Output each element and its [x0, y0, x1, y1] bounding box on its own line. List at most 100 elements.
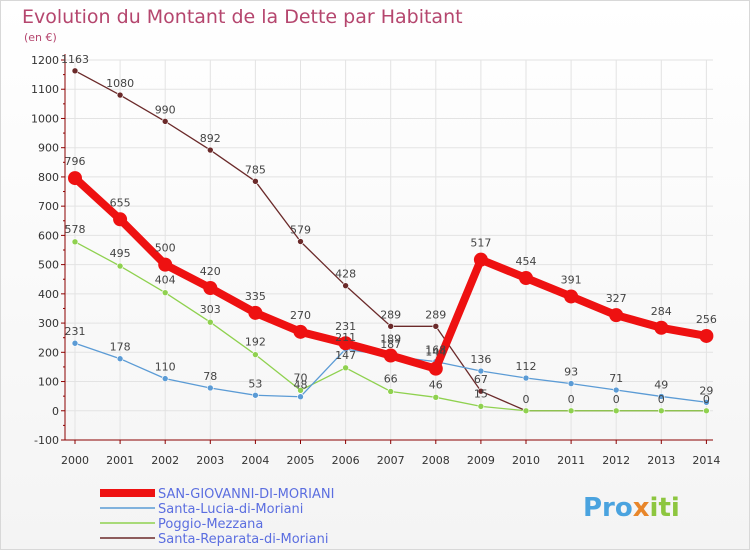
series-point-1: [522, 374, 530, 382]
data-label: 46: [429, 378, 443, 391]
data-label: 892: [200, 132, 221, 145]
data-label: 187: [380, 338, 401, 351]
series-point-2: [657, 407, 665, 415]
svg-text:Proxiti: Proxiti: [583, 493, 680, 523]
series-point-3: [71, 67, 79, 75]
series-point-3: [252, 178, 259, 185]
series-point-0: [564, 289, 579, 304]
legend: SAN-GIOVANNI-DI-MORIANISanta-Lucia-di-Mo…: [100, 487, 334, 547]
data-label: 454: [516, 255, 537, 268]
data-label: 15: [474, 387, 488, 400]
legend-label: Santa-Lucia-di-Moriani: [158, 502, 303, 517]
data-label: 796: [65, 155, 86, 168]
x-tick-label: 2009: [467, 454, 495, 467]
data-label: 189: [380, 333, 401, 346]
data-label: 66: [384, 372, 398, 385]
y-tick-label: 1200: [31, 54, 59, 67]
data-label: 578: [65, 223, 86, 236]
x-tick-label: 2002: [151, 454, 179, 467]
data-label: 428: [335, 268, 356, 281]
data-label: 404: [155, 274, 176, 287]
chart-subtitle: (en €): [24, 31, 57, 44]
x-tick-label: 2007: [377, 454, 405, 467]
data-label: 289: [380, 308, 401, 321]
y-tick-label: 600: [38, 229, 59, 242]
series-point-0: [383, 348, 398, 363]
x-tick-label: 2003: [196, 454, 224, 467]
x-tick-label: 2004: [241, 454, 269, 467]
series-point-2: [252, 351, 259, 358]
series-point-3: [432, 322, 440, 330]
data-label: 579: [290, 224, 311, 237]
series-point-1: [116, 355, 124, 363]
x-tick-labels: 2000 2001 2002 2003 2004 2005 2006 2007 2008 2009…: [61, 454, 720, 467]
y-tick-label: 800: [38, 171, 59, 184]
data-label: 67: [474, 373, 488, 386]
series-point-1: [567, 380, 575, 387]
data-label: 29: [699, 384, 713, 397]
y-tick-label: 900: [38, 142, 59, 155]
series-point-2: [297, 387, 304, 394]
series-point-2: [342, 364, 349, 372]
series-point-0: [248, 305, 263, 320]
series-point-0: [428, 361, 443, 376]
data-label: 93: [564, 366, 578, 379]
x-tick-label: 2008: [422, 454, 450, 467]
data-label: 990: [155, 103, 176, 116]
series-point-1: [703, 398, 710, 406]
data-label: 0: [703, 393, 710, 406]
series-point-1: [207, 384, 214, 392]
data-label: 1080: [106, 77, 134, 90]
x-tick-label: 2001: [106, 454, 134, 467]
series-point-1: [477, 367, 485, 375]
series-point-2: [161, 289, 169, 296]
series-point-0: [293, 324, 308, 339]
legend-label: Poggio-Mezzana: [158, 517, 263, 532]
data-label: 0: [523, 393, 530, 406]
y-tick-label: 700: [38, 200, 59, 213]
series-point-0: [654, 320, 669, 335]
data-label: 71: [609, 372, 623, 385]
data-label: 289: [425, 308, 446, 321]
series-point-3: [116, 91, 124, 99]
series-point-3: [387, 322, 395, 330]
data-label: 192: [245, 336, 266, 349]
data-label: 168: [425, 344, 446, 357]
y-tick-label: 1000: [31, 112, 59, 125]
data-label: 144: [425, 346, 446, 359]
data-label: 0: [568, 393, 575, 406]
data-label: 785: [245, 163, 266, 176]
x-tick-label: 2000: [61, 454, 89, 467]
series-point-0: [68, 171, 82, 186]
x-tick-label: 2014: [692, 454, 720, 467]
y-tick-label: 500: [38, 259, 59, 272]
y-tick-label: 0: [52, 405, 59, 418]
data-label: 495: [110, 247, 131, 260]
data-labels: 796 655 500 420 335 270 231 189 144 517 454 391 327 2…: [61, 53, 717, 406]
series-point-3: [207, 146, 214, 154]
data-label: 391: [561, 273, 582, 286]
data-label: 327: [606, 292, 627, 305]
data-label: 112: [516, 360, 537, 373]
series-lines: [68, 67, 714, 415]
data-label: 49: [654, 378, 668, 391]
data-label: 655: [110, 196, 131, 209]
data-label: 270: [290, 309, 311, 322]
y-tick-labels: -100 0 100 200 300 400 500 600 700 800 900 1000 1100…: [31, 54, 59, 447]
series-point-1: [71, 339, 79, 347]
x-tick-label: 2011: [557, 454, 585, 467]
data-label: 53: [248, 377, 262, 390]
legend-label: Santa-Reparata-di-Moriani: [158, 532, 328, 547]
y-tick-label: 100: [38, 376, 59, 389]
series-point-0: [203, 281, 218, 295]
series-point-0: [519, 271, 533, 286]
data-label: 78: [203, 370, 217, 383]
data-label: 231: [65, 325, 86, 338]
series-point-3: [161, 118, 169, 125]
legend-label: SAN-GIOVANNI-DI-MORIANI: [158, 487, 334, 502]
series-point-0: [158, 257, 173, 272]
series-point-2: [116, 262, 124, 270]
data-label: 70: [294, 371, 308, 384]
